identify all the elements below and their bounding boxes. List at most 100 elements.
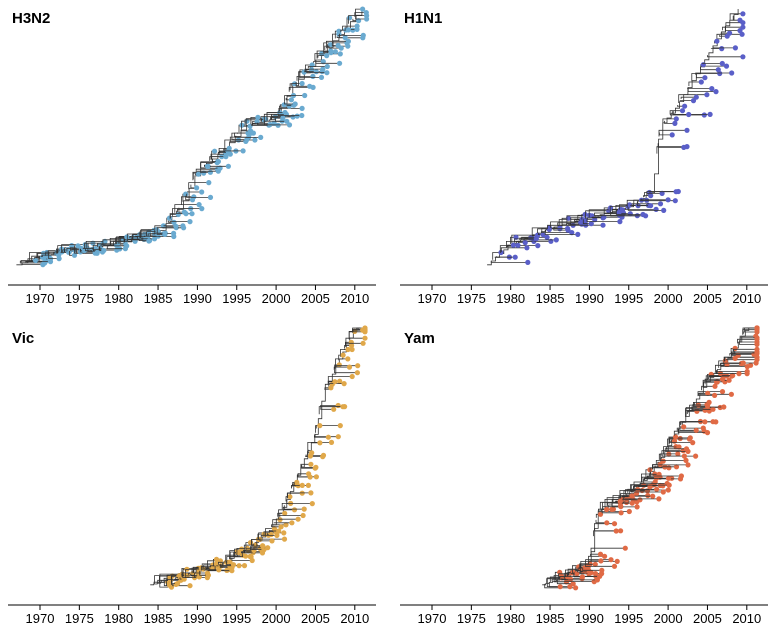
tree-branch (188, 182, 209, 190)
tree-branch (320, 406, 334, 410)
tip-point (173, 223, 179, 229)
tip-point (340, 404, 346, 410)
tree-branch (250, 546, 264, 550)
x-tick-label: 1990 (575, 291, 604, 306)
tip-point (345, 43, 351, 49)
tip-point (281, 530, 287, 536)
tip-point (360, 32, 366, 39)
tip-point (700, 62, 706, 68)
tip-point (187, 583, 193, 589)
tip-point (360, 340, 366, 346)
tip-point (673, 434, 679, 440)
x-tick-label: 1985 (536, 611, 565, 626)
tip-point (362, 335, 368, 341)
tip-point (230, 562, 237, 568)
panel-h1n1: H1N1 1970 1975 1980 1985 1990 1995 2000 2005 201… (400, 9, 768, 306)
tip-point (654, 486, 660, 492)
tree-branch (317, 55, 327, 58)
tip-point (640, 211, 646, 218)
tip-point (573, 585, 579, 591)
tip-point (56, 256, 62, 262)
tree-branch (561, 578, 598, 581)
tree-branch (693, 402, 710, 404)
tree-branch (653, 466, 677, 468)
tip-point (684, 127, 690, 133)
tip-point (683, 457, 689, 463)
tree-branch (661, 450, 684, 457)
tip-point (124, 234, 130, 240)
tip-point (574, 571, 580, 577)
tree-branch (550, 221, 586, 228)
tree-branch (237, 132, 248, 134)
tip-point (239, 546, 245, 552)
tip-point (648, 203, 654, 209)
tree-branch (195, 572, 208, 574)
tree-branch (140, 229, 157, 238)
tip-point (754, 335, 760, 341)
tree-branch (680, 96, 697, 99)
tip-point (672, 198, 678, 204)
tree-branch (640, 199, 676, 202)
tip-point (737, 17, 743, 23)
tip-point (199, 189, 205, 195)
tree-branch (245, 548, 261, 550)
tree-branch (622, 495, 633, 497)
tree-branch (21, 262, 43, 265)
tree-branch (610, 211, 646, 217)
tree-branch (107, 245, 127, 247)
tree-branch (511, 234, 538, 244)
tip-point (335, 402, 341, 409)
tip-point (683, 446, 690, 452)
x-tick-label: 2005 (301, 611, 330, 626)
tree-branch (187, 191, 202, 193)
tree-branch (665, 446, 679, 449)
tip-point (721, 404, 727, 410)
tip-point (690, 440, 696, 446)
tip-point (690, 98, 697, 104)
tip-point (243, 553, 249, 559)
tree-branch (739, 337, 757, 340)
tree-branch (640, 482, 668, 484)
tree-branch (544, 230, 578, 235)
tip-point (754, 350, 760, 356)
tip-point (345, 356, 351, 362)
tip-point (337, 51, 343, 57)
tip-point (657, 461, 663, 468)
tip-point (247, 128, 254, 134)
tree-branch (667, 438, 690, 447)
tip-point (337, 378, 343, 384)
tip-point (364, 16, 370, 22)
x-tick-label: 2005 (693, 291, 722, 306)
tree-branch (729, 353, 757, 356)
x-tick-label: 1970 (418, 611, 447, 626)
tip-point (341, 381, 347, 387)
tree-branch (199, 570, 209, 576)
tree-branch (307, 451, 324, 456)
x-tick-label: 1995 (222, 611, 251, 626)
x-tick-label: 1980 (104, 611, 133, 626)
tree-branch (733, 349, 757, 354)
x-tick-label: 1990 (183, 291, 212, 306)
tree-branch (670, 113, 705, 116)
tip-point (324, 53, 330, 59)
tree-branch (611, 208, 621, 212)
tree-branch (300, 463, 311, 467)
tip-point (637, 497, 643, 503)
tree-branch (348, 15, 367, 24)
tip-point (512, 254, 518, 260)
tip-point (669, 132, 675, 138)
panel-title: Yam (404, 330, 435, 347)
tree-branch (345, 342, 364, 347)
tip-point (300, 512, 306, 519)
tree-branch (739, 340, 757, 345)
tree-branch (720, 362, 744, 366)
tip-point (336, 362, 342, 368)
x-tick-label: 1975 (65, 291, 94, 306)
tree-branch (700, 66, 719, 71)
tip-point (269, 538, 275, 544)
tree-branch (742, 329, 757, 335)
tree-branch (124, 239, 149, 243)
tree-branch (288, 87, 314, 92)
tip-point (286, 122, 293, 128)
tree-branch (85, 241, 105, 249)
